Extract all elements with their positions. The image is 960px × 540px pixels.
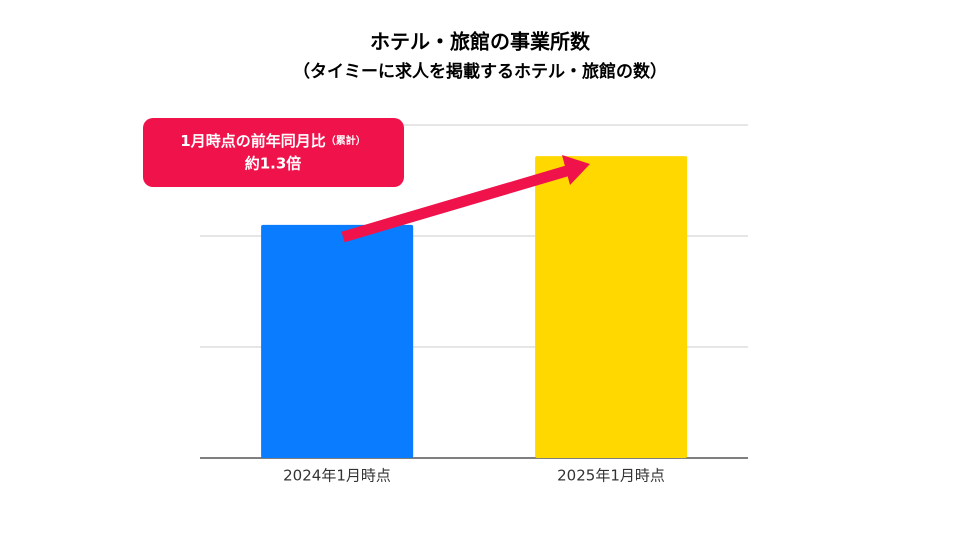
x-tick-label: 2024年1月時点 (283, 467, 391, 485)
x-tick-label: 2025年1月時点 (557, 467, 665, 485)
arrow-head (562, 155, 590, 185)
plot-area: 2024年1月時点 2025年1月時点 (200, 124, 748, 485)
chart-title: ホテル・旅館の事業所数 (370, 30, 591, 54)
annotation-box (143, 118, 404, 187)
annotation-line: 1月時点の前年同月比（累計） (180, 132, 365, 150)
annotation: 1月時点の前年同月比（累計） 約1.3倍 (143, 118, 404, 187)
chart-subtitle: （タイミーに求人を掲載するホテル・旅館の数） (293, 61, 667, 82)
bar (261, 224, 414, 458)
annotation-value: 約1.3倍 (245, 155, 302, 173)
arrow-shaft (341, 164, 572, 243)
annotation-note: （累計） (326, 134, 366, 147)
annotation-text: 1月時点の前年同月比 (180, 132, 325, 150)
bar (535, 156, 688, 458)
